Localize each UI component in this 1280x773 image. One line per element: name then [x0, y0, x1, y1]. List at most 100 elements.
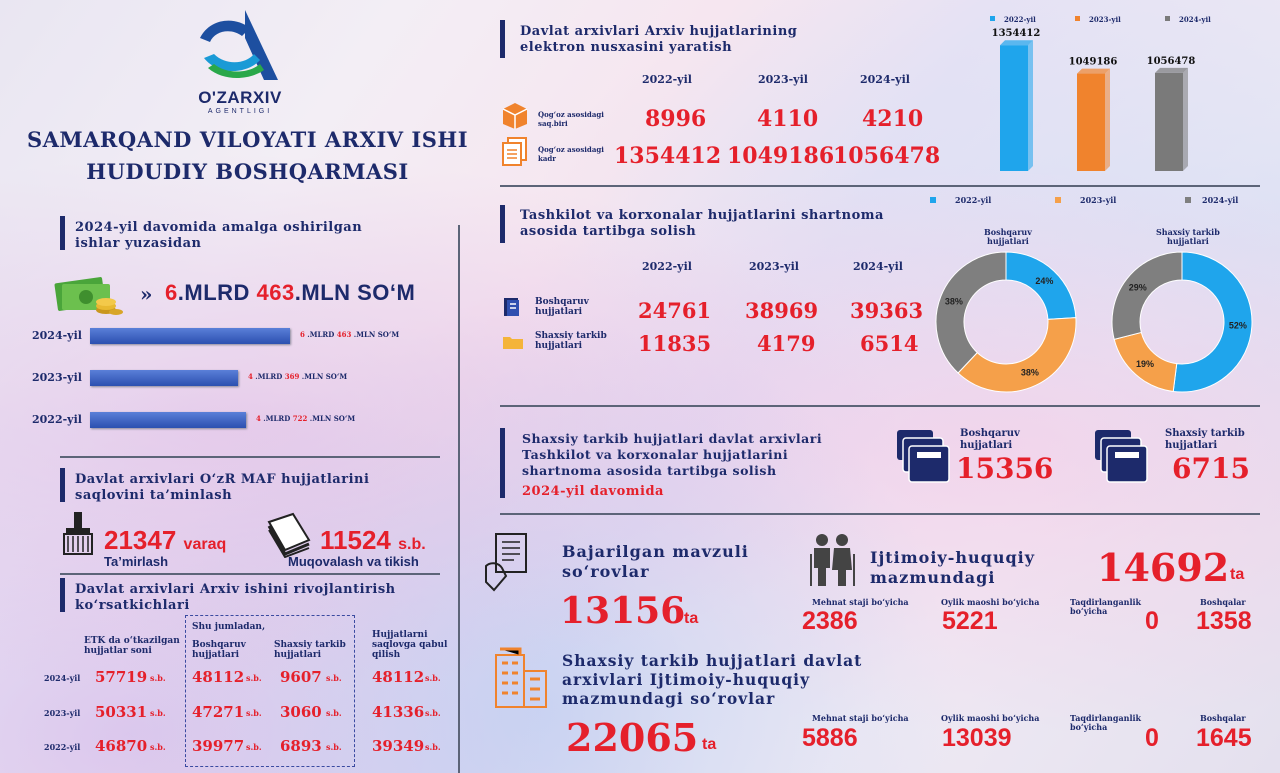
contract-row1-label: Boshqaruv hujjatlari [535, 297, 589, 317]
preserve-header-line1: Davlat arxivlari O‘zR MAF hujjatlarini [75, 472, 370, 487]
preserve-header: Davlat arxivlari O‘zR MAF hujjatlarini s… [75, 472, 369, 504]
logo-subtext: AGENTLIGI [207, 108, 273, 115]
dev-cell-value: 47271 [192, 703, 245, 721]
legend-label: 2024-yil [1179, 15, 1211, 24]
dev-col-bosh: Boshqaruv hujjatlari [192, 640, 246, 660]
works-bar-unit1: .MLRD [252, 372, 285, 381]
query-category-value: 13039 [942, 724, 1012, 752]
archive-box-icon [1093, 428, 1148, 488]
legend-swatch [1165, 16, 1170, 21]
digital-row1-label: Qog‘oz asosidagi saq.biri [538, 110, 604, 128]
dev-cell-value: 39977 [192, 737, 245, 755]
dev-col-shax-line1: Shaxsiy tarkib [274, 640, 346, 650]
dev-col-etk: ETK da o‘tkazilgan hujjatlar soni [84, 636, 180, 656]
pie1-title-line2: hujjatlari [987, 236, 1029, 246]
dev-row-year: 2024-yil [44, 673, 81, 683]
donut-slice [1111, 251, 1183, 341]
bar-value-label: 1056478 [1147, 56, 1196, 67]
legend-swatch-2022 [930, 197, 936, 203]
bar-side [1183, 67, 1188, 171]
dev-cell-value: 48112 [372, 668, 425, 686]
works-bar [90, 412, 246, 428]
works-bar-year: 2023-yil [32, 371, 82, 384]
section-marker [500, 205, 505, 243]
pie2-title-line2: hujjatlari [1167, 236, 1209, 246]
query-category-value: 0 [1145, 607, 1159, 635]
bar-side [1028, 40, 1033, 171]
repair-stat: 21347 varaq [104, 525, 226, 556]
query-category-label: Mehnat staji bo‘yicha [812, 713, 909, 723]
donut-label: 24% [1035, 276, 1053, 286]
donut-label: 38% [1021, 368, 1039, 378]
logo-mark-icon [200, 10, 278, 80]
pie1-title: Boshqaruv hujjatlari [984, 228, 1032, 246]
personal-value: 22065 [566, 715, 699, 760]
dev-col-accept-line2: saqlovga qabul [372, 640, 448, 650]
works-bar-mln: 369 [284, 372, 300, 381]
contract-header: Tashkilot va korxonalar hujjatlarini sha… [520, 208, 884, 240]
contract-row2-label: Shaxsiy tarkib hujjatlari [535, 331, 607, 351]
dev-header-line1: Davlat arxivlari Arxiv ishini rivojlanti… [75, 582, 396, 597]
contract-row1-label-line1: Boshqaruv [535, 297, 589, 307]
legend-2024: 2024-yil [1202, 195, 1239, 205]
works-bar-year: 2022-yil [32, 413, 82, 426]
contract-row1-2023: 38969 [745, 298, 819, 323]
donut-label: 19% [1136, 359, 1154, 369]
works-bar-unit2: .MLN SO‘M [351, 330, 400, 339]
contract-year-1: 2022-yil [642, 260, 692, 273]
bar [1155, 72, 1183, 171]
elderly-couple-icon [808, 532, 856, 592]
dev-cell-value: 57719 [95, 668, 148, 686]
contract-row2-2023: 4179 [757, 331, 816, 356]
page-title-line2: HUDUDIY BOSHQARMASI [86, 159, 409, 184]
personal-label-line3: mazmundagi so‘rovlar [562, 689, 776, 708]
dev-cell-unit: s.b. [326, 742, 342, 752]
donut-slice [957, 317, 1077, 393]
legend-swatch-2023 [1055, 197, 1061, 203]
dev-cell-value: 41336 [372, 703, 425, 721]
pie2-title: Shaxsiy tarkib hujjatlari [1156, 228, 1220, 246]
dev-subset-box [185, 615, 355, 767]
donut-slice [935, 251, 1007, 374]
pie2-title-line1: Shaxsiy tarkib [1156, 227, 1220, 237]
personnel-header: Shaxsiy tarkib hujjatlari davlat arxivla… [522, 431, 822, 479]
digital-row2-2024: 1056478 [833, 143, 941, 169]
personal-unit: ta [702, 736, 717, 753]
personnel-shax-value: 6715 [1172, 452, 1250, 485]
dev-cell-unit: s.b. [425, 708, 441, 718]
dev-cell-unit: s.b. [326, 673, 342, 683]
query-category-value: 1645 [1196, 724, 1252, 752]
works-bar-label: 4 .MLRD 369 .MLN SO‘M [248, 372, 347, 381]
digital-row2-2022: 1354412 [614, 143, 722, 169]
bind-value: 11524 [320, 525, 391, 555]
legend-2022: 2022-yil [955, 195, 992, 205]
section-marker [60, 468, 65, 502]
digital-row2-label-line2: kadr [538, 154, 556, 163]
works-bar-unit1: .MLRD [260, 414, 293, 423]
query-category-label: Boshqalar [1200, 597, 1246, 607]
contract-row2-2024: 6514 [860, 331, 919, 356]
personnel-shax-label: Shaxsiy tarkib hujjatlari [1165, 428, 1245, 452]
archive-box-icon [895, 428, 950, 488]
page-title: SAMARQAND VILOYATI ARXIV ISHI HUDUDIY BO… [20, 124, 475, 188]
dev-cell-value: 9607 [280, 668, 322, 686]
dev-col-bosh-line2: hujjatlari [192, 650, 239, 660]
works-bar-label: 4 .MLRD 722 .MLN SO‘M [256, 414, 355, 423]
divider [500, 405, 1260, 407]
dev-col-shax: Shaxsiy tarkib hujjatlari [274, 640, 346, 660]
dev-cell-value: 48112 [192, 668, 245, 686]
dev-cell-unit: s.b. [326, 708, 342, 718]
contract-row2-2022: 11835 [638, 331, 712, 356]
donut-slice [1172, 251, 1253, 393]
personnel-header-line1: Shaxsiy tarkib hujjatlari davlat arxivla… [522, 431, 823, 446]
contract-row1-label-line2: hujjatlari [535, 307, 582, 317]
thematic-value: 13156 [560, 590, 686, 632]
works-bar-unit2: .MLN SO‘M [299, 372, 348, 381]
money-icon [54, 274, 124, 320]
bar-top [1155, 67, 1188, 73]
dev-cell-unit: s.b. [246, 742, 262, 752]
dev-cell-unit: s.b. [246, 708, 262, 718]
legend-swatch-2024 [1185, 197, 1191, 203]
digital-year-1: 2022-yil [642, 73, 692, 86]
dev-cell-value: 39349 [372, 737, 425, 755]
